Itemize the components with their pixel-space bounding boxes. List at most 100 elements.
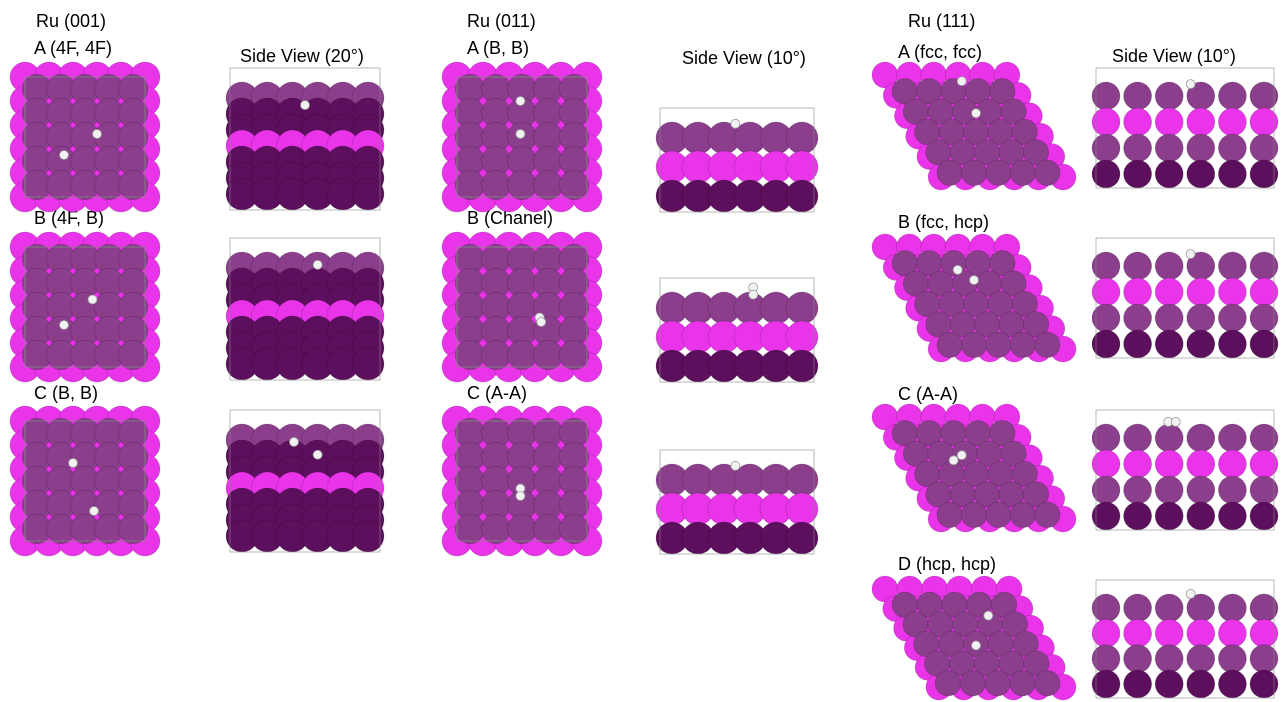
ru-atom-layer bbox=[1123, 618, 1152, 648]
top-view-111-b bbox=[871, 233, 1077, 363]
ru-atom-layer bbox=[1154, 303, 1184, 333]
ru-atom-layer bbox=[1218, 449, 1247, 479]
top-view-011-c bbox=[441, 405, 603, 557]
ru-atom-layer bbox=[1154, 329, 1184, 359]
ru-atom-layer bbox=[785, 320, 819, 354]
hydrogen-atom bbox=[956, 76, 967, 87]
slab-models bbox=[9, 61, 1279, 701]
ru-atom-layer bbox=[1123, 277, 1152, 307]
ru-atom-layer bbox=[1218, 423, 1247, 453]
ru-atom-surface bbox=[1009, 331, 1036, 358]
top-view-111-d bbox=[871, 575, 1077, 701]
ru-atom-surface bbox=[1011, 118, 1038, 146]
ru-atom-layer bbox=[1218, 593, 1247, 623]
ru-atom-surface bbox=[1009, 670, 1036, 697]
hydrogen-atom bbox=[87, 294, 98, 305]
top-view-111-a bbox=[871, 61, 1077, 191]
ru-atom-layer bbox=[785, 179, 819, 213]
ru-atom-layer bbox=[1186, 669, 1216, 699]
ru-atom-layer bbox=[785, 463, 819, 497]
ru-atom-surface bbox=[1034, 331, 1061, 358]
ru-atom-surface bbox=[1011, 290, 1038, 318]
ru-atom-layer bbox=[785, 291, 819, 325]
hydrogen-atom bbox=[515, 129, 526, 139]
ru-atom-layer bbox=[1123, 475, 1152, 505]
ru-atom-layer bbox=[1186, 618, 1216, 648]
ru-atom-surface bbox=[985, 331, 1012, 358]
ru-atom-layer bbox=[1218, 107, 1247, 137]
ru-atom-layer bbox=[1186, 449, 1216, 479]
ru-atom-layer bbox=[1186, 329, 1216, 359]
ru-atom-surface bbox=[480, 339, 512, 371]
top-view-001-c bbox=[9, 405, 161, 557]
ru-atom-surface bbox=[454, 513, 486, 545]
ru-atom-surface bbox=[558, 169, 590, 201]
hydrogen-atom bbox=[312, 259, 323, 270]
panel-label-111-a: A (fcc, fcc) bbox=[898, 42, 982, 62]
ru-atom-surface bbox=[558, 513, 590, 545]
ru-atom-surface bbox=[990, 591, 1018, 618]
ru-atom-surface bbox=[117, 169, 149, 201]
top-view-001-b bbox=[9, 231, 161, 383]
unit-cell-outline bbox=[229, 237, 381, 381]
ru-atom-surface bbox=[960, 331, 988, 358]
ru-atom-layer bbox=[351, 519, 385, 553]
hydrogen-atom bbox=[730, 460, 741, 471]
ru-atom-layer bbox=[1218, 475, 1247, 505]
ru-atom-layer bbox=[1123, 251, 1152, 281]
ru-atom-surface bbox=[1034, 159, 1061, 186]
ru-atom-surface bbox=[989, 420, 1016, 447]
unit-cell-outline bbox=[229, 67, 381, 211]
ru-atom-surface bbox=[989, 250, 1016, 277]
side-view-label-ru001: Side View (20°) bbox=[240, 46, 364, 66]
ru-atom-layer bbox=[1218, 159, 1247, 189]
column-title-ru011: Ru (011) bbox=[467, 11, 536, 31]
ru-atom-layer bbox=[1186, 644, 1216, 674]
ru-atom-surface bbox=[960, 501, 988, 528]
side-view-011-b bbox=[655, 277, 819, 383]
hydrogen-atom bbox=[948, 455, 959, 466]
ru-atom-layer bbox=[1123, 107, 1152, 137]
side-view-001-a bbox=[225, 67, 385, 211]
hydrogen-atom bbox=[969, 275, 979, 285]
unit-cell-outline bbox=[24, 246, 146, 368]
hydrogen-atom bbox=[971, 640, 981, 651]
ru-atom-layer bbox=[1154, 133, 1184, 163]
ru-atom-layer bbox=[351, 177, 385, 211]
ru-atom-layer bbox=[1123, 669, 1152, 699]
ru-atom-surface bbox=[1000, 440, 1027, 467]
ru-atom-layer bbox=[1154, 669, 1184, 699]
ru-atom-surface bbox=[1009, 159, 1036, 186]
ru-atom-surface bbox=[1022, 481, 1050, 508]
ru-atom-surface bbox=[1023, 650, 1050, 677]
ru-atom-layer bbox=[785, 121, 819, 155]
ru-atom-layer bbox=[1186, 107, 1216, 137]
hydrogen-atom bbox=[1185, 79, 1196, 90]
hydrogen-atom bbox=[971, 108, 981, 119]
hydrogen-atom bbox=[92, 129, 102, 139]
top-view-001-a bbox=[9, 61, 161, 213]
unit-cell-outline bbox=[229, 409, 381, 553]
column-title-ru001: Ru (001) bbox=[36, 11, 106, 31]
ru-atom-layer bbox=[1154, 501, 1184, 531]
ru-atom-layer bbox=[1218, 644, 1247, 674]
hydrogen-atom bbox=[515, 96, 526, 106]
unit-cell-outline bbox=[456, 76, 588, 198]
unit-cell-outline bbox=[456, 420, 588, 542]
panel-label-111-c: C (A-A) bbox=[898, 384, 958, 404]
unit-cell-outline bbox=[659, 107, 815, 213]
ru-atom-layer bbox=[1218, 669, 1247, 699]
ru-atom-layer bbox=[1154, 423, 1184, 453]
hydrogen-atom bbox=[59, 150, 69, 160]
hydrogen-atom bbox=[983, 610, 994, 621]
panel-label-011-a: A (B, B) bbox=[467, 38, 529, 58]
hydrogen-atom bbox=[289, 437, 299, 447]
hydrogen-atom bbox=[300, 100, 310, 110]
column-title-ru111: Ru (111) bbox=[908, 11, 975, 31]
ru-atom-layer bbox=[1218, 133, 1247, 163]
ru-atom-surface bbox=[558, 339, 590, 371]
panel-label-001-a: A (4F, 4F) bbox=[34, 38, 112, 58]
ru-atom-surface bbox=[985, 159, 1012, 186]
ru-atom-layer bbox=[1154, 251, 1184, 281]
